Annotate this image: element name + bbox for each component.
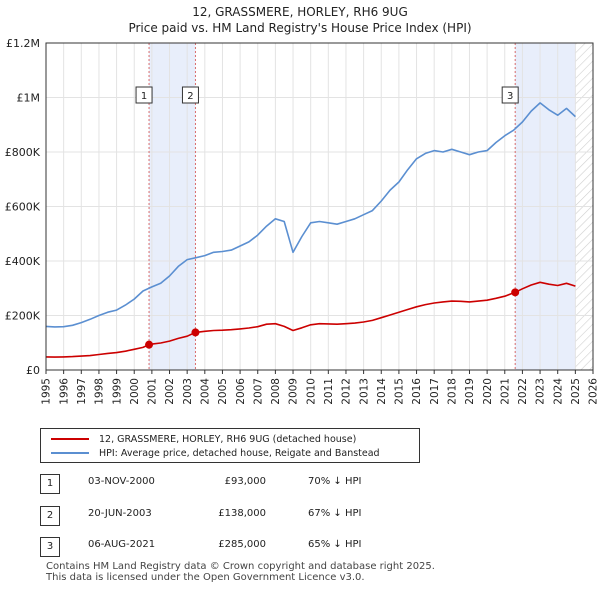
- y-tick-label: £0: [26, 364, 40, 377]
- legend-swatch-property: [51, 438, 89, 440]
- y-tick-label: £1M: [17, 92, 41, 105]
- price-chart: 12, GRASSMERE, HORLEY, RH6 9UG Price pai…: [5, 5, 600, 405]
- series-lines: [45, 102, 576, 358]
- footer-line-1: Contains HM Land Registry data © Crown c…: [46, 561, 435, 572]
- transaction-number: 1: [40, 474, 60, 494]
- x-tick-label: 2011: [323, 378, 335, 405]
- x-tick-label: 2021: [499, 378, 511, 405]
- transaction-date: 06-AUG-2021: [88, 539, 156, 550]
- x-tick-label: 1998: [94, 378, 106, 405]
- footer-attribution: Contains HM Land Registry data © Crown c…: [46, 561, 435, 583]
- transaction-hpi-diff: 65% ↓ HPI: [308, 539, 362, 550]
- transaction-price: £93,000: [224, 476, 266, 487]
- transaction-number: 3: [40, 537, 60, 557]
- y-tick-label: £400K: [5, 255, 41, 268]
- x-tick-label: 2012: [341, 378, 353, 405]
- x-tick-label: 2015: [394, 378, 406, 405]
- x-tick-label: 2005: [217, 378, 229, 405]
- x-tick-label: 2022: [517, 378, 529, 405]
- transaction-point: [145, 340, 154, 349]
- x-tick-label: 2002: [164, 378, 176, 405]
- transaction-date: 03-NOV-2000: [88, 476, 155, 487]
- series-line-hpi: [45, 102, 576, 328]
- legend-label-hpi: HPI: Average price, detached house, Reig…: [99, 447, 380, 459]
- legend-item-hpi: HPI: Average price, detached house, Reig…: [51, 446, 380, 460]
- x-tick-label: 1995: [41, 378, 53, 405]
- transaction-hpi-diff: 70% ↓ HPI: [308, 476, 362, 487]
- x-tick-label: 2023: [535, 378, 547, 405]
- transaction-marker-box: [135, 86, 153, 104]
- x-tick-label: 2004: [199, 378, 211, 405]
- x-tick-label: 2000: [129, 378, 141, 405]
- transaction-price: £285,000: [218, 539, 266, 550]
- transaction-date: 20-JUN-2003: [88, 508, 152, 519]
- transaction-marker-label: 3: [507, 91, 513, 102]
- x-tick-label: 2009: [288, 378, 300, 405]
- x-tick-label: 2013: [358, 378, 370, 405]
- transaction-price: £138,000: [218, 508, 266, 519]
- legend-swatch-hpi: [51, 452, 89, 454]
- x-tick-label: 2025: [570, 378, 582, 405]
- x-tick-label: 1996: [58, 378, 70, 405]
- transaction-point: [191, 328, 200, 337]
- x-tick-label: 2018: [447, 378, 459, 405]
- transaction-marker-label: 2: [187, 91, 193, 102]
- legend-item-property: 12, GRASSMERE, HORLEY, RH6 9UG (detached…: [51, 432, 356, 446]
- axes: £0 £200K £400K £600K £800K £1M £1.2M 1995 1996 19…: [5, 37, 600, 405]
- x-tick-label: 2003: [182, 378, 194, 405]
- y-tick-label: £800K: [5, 146, 41, 159]
- x-tick-label: 2017: [429, 378, 441, 405]
- chart-title: 12, GRASSMERE, HORLEY, RH6 9UG: [192, 5, 408, 19]
- x-tick-label: 2008: [270, 378, 282, 405]
- x-tick-label: 2016: [411, 378, 423, 405]
- series-line-property: [45, 281, 576, 358]
- x-tick-label: 2006: [235, 378, 247, 405]
- x-tick-label: 2026: [588, 378, 600, 405]
- x-tick-label: 2024: [552, 378, 564, 405]
- transaction-number: 2: [40, 506, 60, 526]
- y-tick-label: £1.2M: [6, 37, 40, 50]
- transaction-point: [511, 288, 520, 297]
- y-tick-label: £600K: [5, 201, 41, 214]
- transaction-hpi-diff: 67% ↓ HPI: [308, 508, 362, 519]
- x-tick-label: 1999: [111, 378, 123, 405]
- legend: 12, GRASSMERE, HORLEY, RH6 9UG (detached…: [40, 428, 420, 463]
- x-tick-label: 2014: [376, 378, 388, 405]
- transaction-markers: 1 2 3: [135, 86, 520, 349]
- legend-label-property: 12, GRASSMERE, HORLEY, RH6 9UG (detached…: [99, 433, 357, 445]
- chart-subtitle: Price paid vs. HM Land Registry's House …: [128, 21, 471, 35]
- plot-frame: [45, 42, 594, 371]
- x-tick-label: 1997: [76, 378, 88, 405]
- transaction-marker-label: 1: [141, 91, 147, 102]
- x-tick-label: 2019: [464, 378, 476, 405]
- footer-line-2: This data is licensed under the Open Gov…: [46, 572, 365, 583]
- y-tick-label: £200K: [5, 310, 41, 323]
- x-tick-label: 2020: [482, 378, 494, 405]
- x-tick-label: 2007: [252, 378, 264, 405]
- transaction-marker-box: [181, 86, 199, 104]
- transaction-marker-box: [501, 86, 519, 104]
- x-tick-label: 2001: [147, 378, 159, 405]
- x-tick-label: 2010: [305, 378, 317, 405]
